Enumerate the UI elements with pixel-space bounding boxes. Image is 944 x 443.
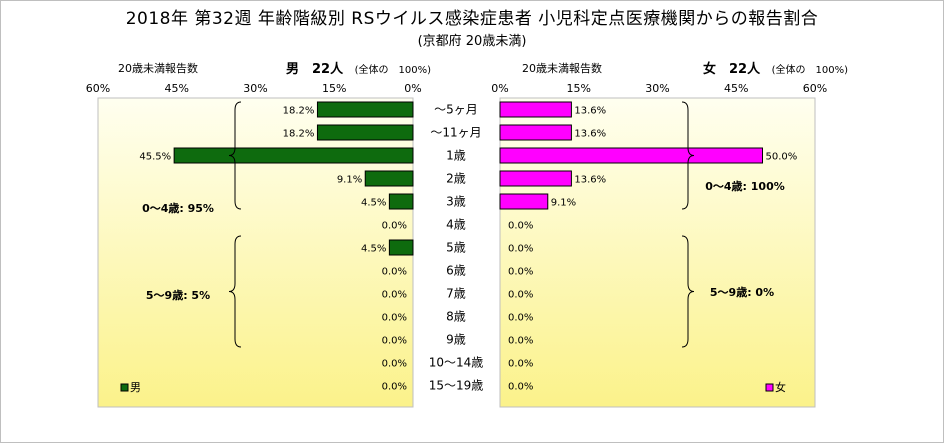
female-x-tick-label: 0% (491, 82, 508, 95)
female-5-9-brace (681, 235, 695, 348)
male-bar (316, 101, 414, 118)
male-bar (388, 239, 414, 256)
male-bar (388, 193, 414, 210)
female-0-4-annotation: 0～4歳: 100% (705, 179, 785, 193)
male-data-label: 4.5% (361, 244, 386, 255)
male-data-label: 0.0% (382, 359, 407, 370)
female-bar (499, 170, 572, 187)
female-data-label: 50.0% (766, 152, 798, 163)
female-share: (全体の 100%) (771, 65, 848, 76)
category-label: 2歳 (446, 172, 466, 186)
female-x-tick-label: 30% (645, 82, 669, 95)
male-data-label: 4.5% (361, 198, 386, 209)
female-0-4-brace (681, 101, 695, 210)
male-data-label: 0.0% (382, 313, 407, 324)
male-data-label: 0.0% (382, 267, 407, 278)
female-x-tick-label: 45% (724, 82, 748, 95)
female-legend-swatch (765, 383, 774, 392)
category-label: 7歳 (446, 287, 466, 301)
male-bar (316, 124, 414, 141)
male-x-tick-label: 60% (86, 82, 110, 95)
female-data-label: 9.1% (551, 198, 576, 209)
female-5-9-annotation: 5～9歳: 0% (710, 285, 774, 299)
female-data-label: 13.6% (574, 129, 606, 140)
category-label: 10～14歳 (429, 356, 484, 370)
male-data-label: 45.5% (139, 152, 171, 163)
category-label: 9歳 (446, 333, 466, 347)
male-0-4-annotation: 0～4歳: 95% (142, 201, 214, 215)
female-data-label: 0.0% (508, 221, 533, 232)
male-legend-label: 男 (130, 381, 141, 394)
male-bar (364, 170, 414, 187)
female-bar (499, 124, 572, 141)
male-5-9-brace (228, 235, 242, 348)
category-label: 1歳 (446, 149, 466, 163)
male-header: 男 22人 (全体の 100%) (286, 58, 431, 77)
male-data-label: 9.1% (337, 175, 362, 186)
female-legend-label: 女 (775, 380, 786, 394)
chart-title: 2018年 第32週 年齢階級別 RSウイルス感染症患者 小児科定点医療機関から… (125, 9, 819, 29)
male-x-tick-label: 0% (404, 82, 421, 95)
chart-subtitle: (京都府 20歳未満) (417, 34, 527, 49)
female-data-label: 0.0% (508, 359, 533, 370)
female-data-label: 0.0% (508, 244, 533, 255)
female-x-tick-label: 15% (567, 82, 591, 95)
male-data-label: 18.2% (283, 129, 315, 140)
male-legend-swatch (120, 383, 129, 392)
female-bar (499, 193, 549, 210)
category-label: 15～19歳 (429, 379, 484, 393)
female-count: 女 22人 (703, 62, 761, 77)
male-x-tick-label: 45% (165, 82, 189, 95)
female-data-label: 0.0% (508, 382, 533, 393)
male-data-label: 0.0% (382, 382, 407, 393)
category-label: 5歳 (446, 241, 466, 255)
male-data-label: 0.0% (382, 221, 407, 232)
male-x-tick-label: 15% (322, 82, 346, 95)
male-report-label: 20歳未満報告数 (118, 62, 198, 75)
female-data-label: 13.6% (574, 175, 606, 186)
male-share: (全体の 100%) (354, 65, 431, 76)
female-report-label: 20歳未満報告数 (522, 62, 602, 75)
male-count: 男 22人 (286, 62, 344, 77)
male-data-label: 18.2% (283, 106, 315, 117)
male-5-9-annotation: 5～9歳: 5% (146, 288, 210, 302)
female-data-label: 0.0% (508, 336, 533, 347)
female-data-label: 0.0% (508, 267, 533, 278)
female-data-label: 13.6% (574, 106, 606, 117)
female-bar (499, 101, 572, 118)
category-label: ～5ヶ月 (434, 103, 478, 117)
category-label: 3歳 (446, 195, 466, 209)
male-x-tick-label: 30% (243, 82, 267, 95)
female-plot-area (499, 97, 816, 408)
male-data-label: 0.0% (382, 290, 407, 301)
category-label: 6歳 (446, 264, 466, 278)
male-0-4-brace (228, 101, 242, 210)
male-data-label: 0.0% (382, 336, 407, 347)
female-bar (499, 147, 763, 164)
category-label: 4歳 (446, 218, 466, 232)
category-label: ～11ヶ月 (430, 126, 481, 140)
male-bar (173, 147, 414, 164)
category-label: 8歳 (446, 310, 466, 324)
female-header: 女 22人 (全体の 100%) (703, 58, 848, 77)
female-data-label: 0.0% (508, 313, 533, 324)
female-data-label: 0.0% (508, 290, 533, 301)
female-x-tick-label: 60% (803, 82, 827, 95)
